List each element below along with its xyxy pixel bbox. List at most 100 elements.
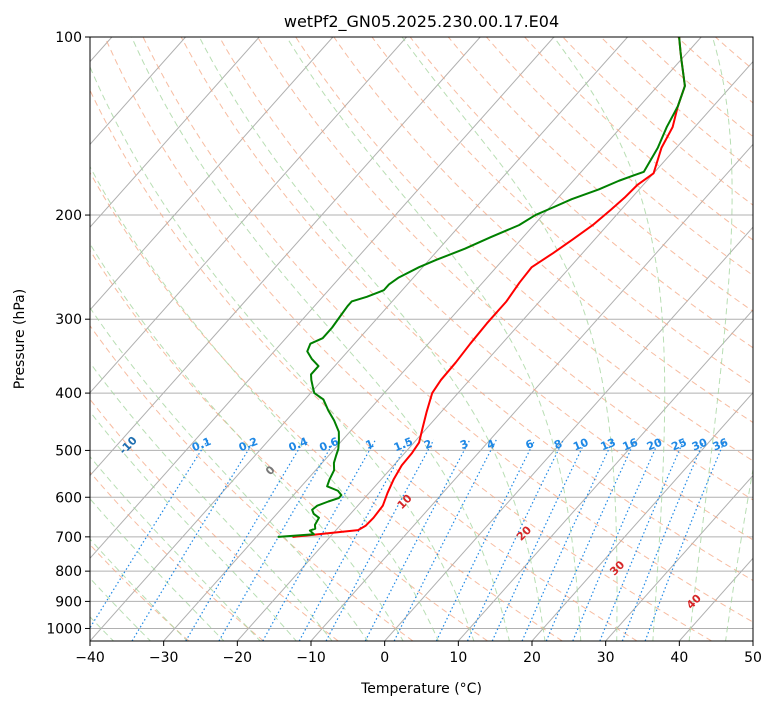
x-tick-label: 50 xyxy=(744,650,762,666)
isotherm-lines xyxy=(90,37,753,641)
mixing-ratio-line xyxy=(185,439,305,641)
moist-adiabat-line xyxy=(90,361,333,641)
mixing-ratio-label: 13 xyxy=(599,436,618,454)
mixing-ratio-label: 10 xyxy=(571,436,590,454)
mixing-ratio-line xyxy=(364,439,471,641)
mixing-ratio-label: 25 xyxy=(670,436,689,454)
isotherm-line xyxy=(90,37,481,477)
isotherm-line xyxy=(90,37,260,228)
mixing-ratio-line xyxy=(599,439,685,641)
x-tick-label: −30 xyxy=(149,650,179,666)
isotherm-line xyxy=(605,474,753,641)
x-tick-label: −20 xyxy=(223,650,253,666)
y-tick-label: 200 xyxy=(55,208,82,224)
y-tick-label: 100 xyxy=(55,30,82,46)
y-axis-ticks: 100 200 300 400 500 600 700 800 900 1000 xyxy=(46,30,90,637)
y-tick-label: 1000 xyxy=(46,621,82,637)
y-tick-label: 700 xyxy=(55,530,82,546)
moist-adiabat-lines xyxy=(90,37,753,641)
mixing-ratio-line xyxy=(393,439,497,641)
isotherm-line xyxy=(90,37,555,559)
y-tick-label: 900 xyxy=(55,594,82,610)
dry-adiabat-line xyxy=(409,37,753,349)
x-tick-label: 20 xyxy=(523,650,541,666)
mixing-ratio-label: 30 xyxy=(690,436,709,454)
dry-adiabat-line xyxy=(90,171,563,641)
dry-adiabat-line xyxy=(104,37,712,641)
dry-adiabat-line xyxy=(486,37,753,277)
moist-adiabat-line xyxy=(90,65,475,641)
mixing-ratio-label: 2 xyxy=(422,437,434,452)
dry-adiabat-line xyxy=(524,37,753,241)
y-tick-label: 800 xyxy=(55,564,82,580)
dry-adiabat-line xyxy=(180,37,753,582)
dry-adiabat-line xyxy=(90,324,414,641)
temperature-profile-line xyxy=(292,37,686,538)
plot-area: -100-90-80-70-60-50-40-30-20-10 01020304… xyxy=(90,37,753,641)
mixing-ratio-label: 8 xyxy=(552,437,564,452)
moist-adiabat-line xyxy=(90,243,404,641)
x-axis-label: Temperature (°C) xyxy=(360,681,482,697)
mixing-ratio-line xyxy=(521,439,614,641)
isotherm-line xyxy=(457,309,753,641)
dry-adiabat-line xyxy=(371,37,753,386)
mixing-ratio-line xyxy=(621,439,705,641)
x-tick-label: 10 xyxy=(449,650,467,666)
moist-adiabat-line xyxy=(688,37,733,641)
moist-adiabat-line xyxy=(553,37,666,641)
moist-adiabat-line xyxy=(725,466,753,641)
y-tick-label: 300 xyxy=(55,312,82,328)
mixing-ratio-lines xyxy=(90,439,726,641)
moist-adiabat-line xyxy=(198,37,546,641)
x-tick-label: −10 xyxy=(296,650,326,666)
isotherm-line xyxy=(90,37,334,311)
mixing-ratio-line xyxy=(572,439,660,641)
moist-adiabat-line xyxy=(90,306,369,641)
dry-adiabat-line xyxy=(90,398,339,641)
mixing-ratio-line xyxy=(466,439,564,641)
chart-title: wetPf2_GN05.2025.230.00.17.E04 xyxy=(284,12,559,32)
mixing-ratio-label: 16 xyxy=(621,436,640,454)
mixing-ratio-label: 3 xyxy=(458,437,470,452)
isotherm-line xyxy=(384,226,753,641)
x-tick-label: −40 xyxy=(75,650,105,666)
moist-adiabat-line xyxy=(401,37,618,641)
mixing-ratio-line xyxy=(644,439,726,641)
isotherm-line xyxy=(90,37,628,641)
mixing-ratio-line xyxy=(491,439,587,641)
dry-adiabat-line xyxy=(562,37,753,206)
isotherm-line xyxy=(90,37,407,394)
mixing-ratio-line xyxy=(218,439,336,641)
plot-frame xyxy=(89,36,754,642)
y-tick-label: 600 xyxy=(55,490,82,506)
mixing-ratio-line xyxy=(545,439,636,641)
mixing-ratio-label: 1 xyxy=(364,437,376,452)
dry-adiabat-lines xyxy=(90,37,753,641)
dry-adiabat-line xyxy=(90,249,488,641)
dry-adiabat-line xyxy=(295,37,753,462)
x-axis-ticks: −40 −30 −20 −10 0 10 20 30 40 50 xyxy=(75,641,762,666)
dewpoint-profile-line xyxy=(277,37,686,538)
x-tick-label: 0 xyxy=(380,650,389,666)
isotherm-line xyxy=(531,391,753,641)
dry-adiabat-line xyxy=(142,37,753,623)
x-tick-label: 30 xyxy=(597,650,615,666)
mixing-ratio-line xyxy=(131,439,256,641)
y-tick-label: 500 xyxy=(55,443,82,459)
dry-adiabat-line xyxy=(257,37,753,501)
moist-adiabat-line xyxy=(90,455,261,641)
isotherm-line xyxy=(90,37,186,146)
moist-adiabat-line xyxy=(90,165,440,641)
dry-adiabat-line xyxy=(90,89,638,641)
mixing-ratio-label: 36 xyxy=(711,436,730,454)
isotherm-line xyxy=(163,37,702,641)
sounding-series xyxy=(277,37,686,538)
mixing-ratio-line xyxy=(435,439,536,641)
y-axis-label: Pressure (hPa) xyxy=(12,289,28,389)
y-tick-label: 400 xyxy=(55,386,82,402)
isotherm-line xyxy=(236,60,753,641)
mixing-ratio-label: 20 xyxy=(645,436,664,454)
moist-adiabat-line xyxy=(131,37,510,641)
moist-adiabat-line xyxy=(90,410,297,641)
